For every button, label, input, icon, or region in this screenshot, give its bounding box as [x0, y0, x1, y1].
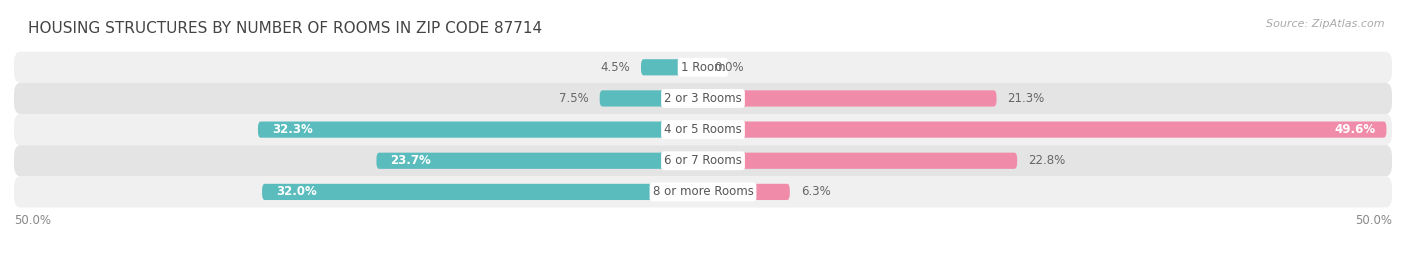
FancyBboxPatch shape [703, 122, 1386, 138]
Text: Source: ZipAtlas.com: Source: ZipAtlas.com [1267, 19, 1385, 29]
Text: 22.8%: 22.8% [1028, 154, 1066, 167]
FancyBboxPatch shape [257, 122, 703, 138]
Text: 23.7%: 23.7% [391, 154, 432, 167]
Text: HOUSING STRUCTURES BY NUMBER OF ROOMS IN ZIP CODE 87714: HOUSING STRUCTURES BY NUMBER OF ROOMS IN… [28, 21, 541, 36]
FancyBboxPatch shape [703, 184, 790, 200]
FancyBboxPatch shape [377, 153, 703, 169]
FancyBboxPatch shape [14, 176, 1392, 207]
Text: 50.0%: 50.0% [14, 214, 51, 227]
Text: 4.5%: 4.5% [600, 61, 630, 74]
Text: 4 or 5 Rooms: 4 or 5 Rooms [664, 123, 742, 136]
Text: 6.3%: 6.3% [801, 185, 831, 198]
FancyBboxPatch shape [14, 145, 1392, 176]
Text: 21.3%: 21.3% [1008, 92, 1045, 105]
Text: 1 Room: 1 Room [681, 61, 725, 74]
Text: 32.3%: 32.3% [271, 123, 312, 136]
Text: 6 or 7 Rooms: 6 or 7 Rooms [664, 154, 742, 167]
Text: 49.6%: 49.6% [1334, 123, 1375, 136]
Text: 50.0%: 50.0% [1355, 214, 1392, 227]
Text: 7.5%: 7.5% [560, 92, 589, 105]
Text: 2 or 3 Rooms: 2 or 3 Rooms [664, 92, 742, 105]
Text: 0.0%: 0.0% [714, 61, 744, 74]
FancyBboxPatch shape [641, 59, 703, 75]
Text: 32.0%: 32.0% [276, 185, 316, 198]
FancyBboxPatch shape [599, 90, 703, 107]
FancyBboxPatch shape [14, 83, 1392, 114]
FancyBboxPatch shape [14, 52, 1392, 83]
FancyBboxPatch shape [703, 90, 997, 107]
FancyBboxPatch shape [14, 114, 1392, 145]
FancyBboxPatch shape [703, 153, 1017, 169]
Text: 8 or more Rooms: 8 or more Rooms [652, 185, 754, 198]
FancyBboxPatch shape [262, 184, 703, 200]
